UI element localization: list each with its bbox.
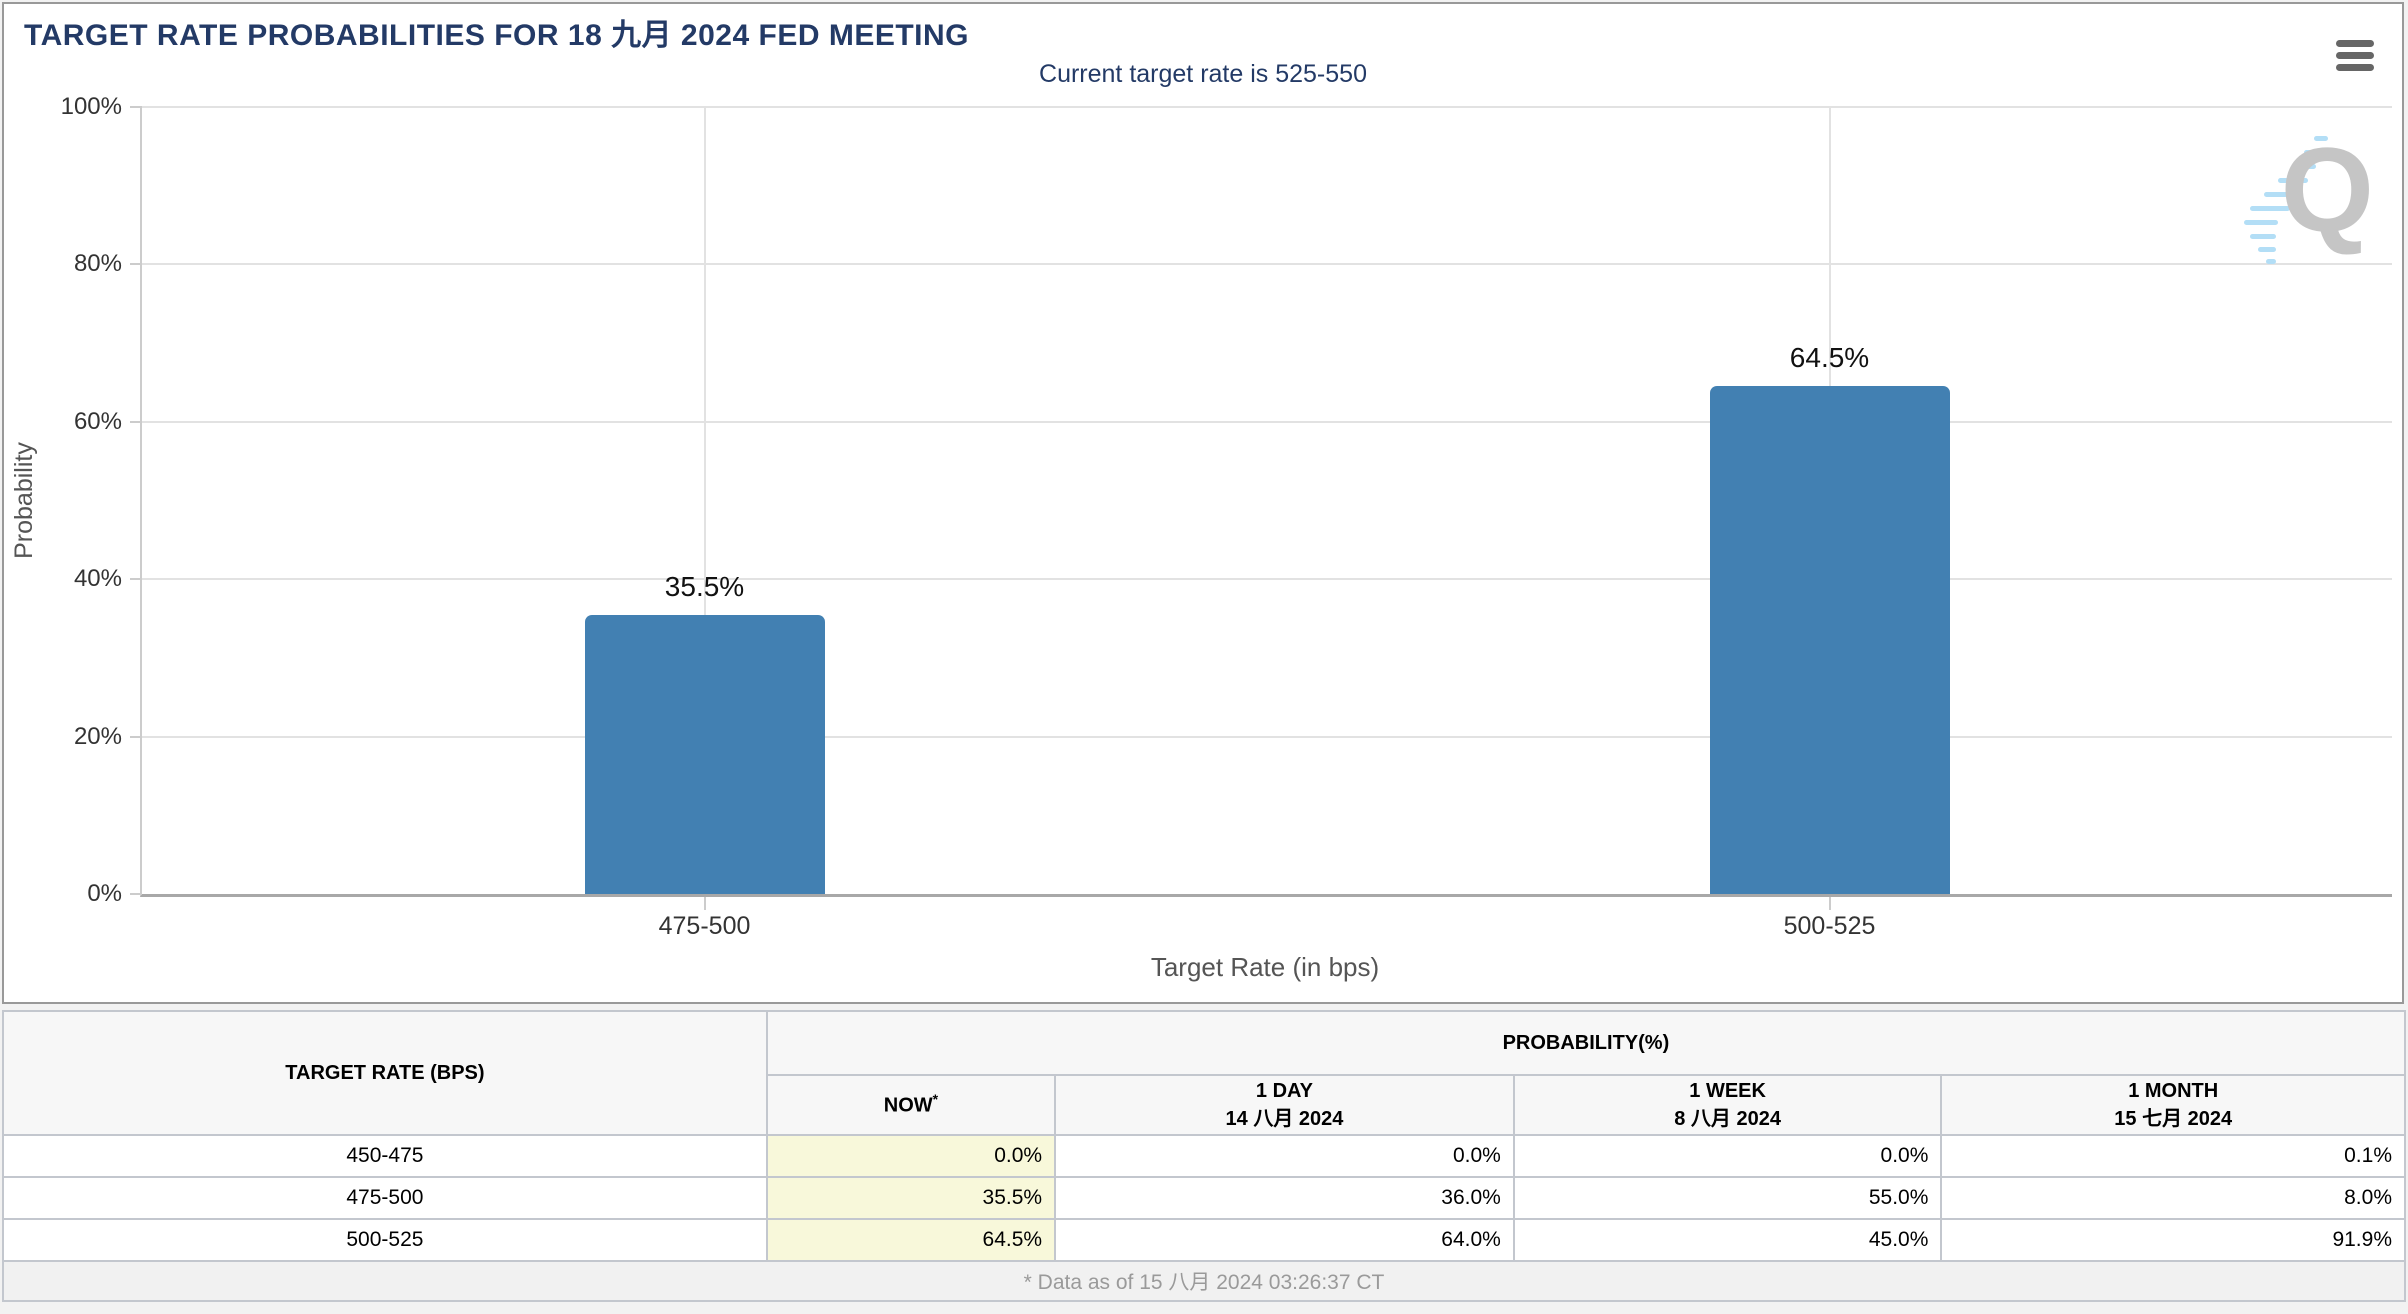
cell-rate: 500-525 [2,1218,768,1262]
chart-subtitle: Current target rate is 525-550 [1039,60,1367,88]
cell-1day: 64.0% [1054,1218,1515,1262]
probability-table: TARGET RATE (BPS) PROBABILITY(%) NOW* 1 … [2,1010,2407,1302]
y-tick-mark [130,735,142,738]
cell-1day: 0.0% [1054,1134,1515,1178]
col-header-target-rate: TARGET RATE (BPS) [2,1010,768,1136]
q-logo-letter: Q [2280,123,2374,257]
y-tick-mark [130,263,142,266]
x-tick-mark [703,897,706,910]
cell-1week: 45.0% [1512,1218,1943,1262]
col-header-1week-date: 8 八月 2024 [1674,1108,1781,1130]
y-tick-label: 40% [73,565,122,593]
gridline-vertical [703,107,706,894]
data-as-of-note: * Data as of 15 八月 2024 03:26:37 CT [2,1260,2406,1302]
x-tick-mark [1828,897,1831,910]
col-header-now: NOW* [765,1074,1057,1136]
probability-bar[interactable] [584,614,825,894]
col-header-1month-label: 1 MONTH [2128,1080,2219,1102]
col-header-1day-label: 1 DAY [1255,1080,1313,1102]
table-header-row: TARGET RATE (BPS) PROBABILITY(%) [2,1010,2407,1136]
table-footer-row: * Data as of 15 八月 2024 03:26:37 CT [2,1260,2406,1302]
cell-1week: 0.0% [1512,1134,1943,1178]
chart-panel: TARGET RATE PROBABILITIES FOR 18 九月 2024… [2,2,2404,1004]
col-header-1month-date: 15 七月 2024 [2114,1108,2233,1130]
col-header-1day-date: 14 八月 2024 [1225,1108,1344,1130]
y-tick-label: 100% [60,93,122,120]
page-title: TARGET RATE PROBABILITIES FOR 18 九月 2024… [24,19,969,52]
col-header-1month: 1 MONTH 15 七月 2024 [1940,1074,2406,1136]
col-header-now-label: NOW [883,1094,933,1117]
col-header-1day: 1 DAY 14 八月 2024 [1054,1074,1515,1136]
x-axis-title: Target Rate (in bps) [1150,952,1380,982]
x-tick-label: 500-525 [1783,912,1876,940]
y-tick-mark [130,420,142,423]
menu-bar [2336,64,2374,71]
menu-bar [2336,52,2374,59]
y-tick-label: 20% [73,722,122,750]
y-tick-label: 80% [73,250,122,278]
gridline-horizontal [142,420,2392,423]
cell-1month: 8.0% [1940,1176,2406,1220]
cell-now: 64.5% [765,1218,1057,1262]
menu-bar [2336,40,2374,47]
y-tick-label: 60% [73,407,122,435]
quikstrike-watermark: Q [2226,128,2376,268]
y-axis-title: Probability [10,442,38,559]
y-tick-mark [130,578,142,581]
y-tick-label: 0% [87,880,122,907]
gridline-horizontal [142,263,2392,266]
bar-value-label: 35.5% [664,570,745,602]
cell-now: 35.5% [765,1176,1057,1220]
table-subheader-row: NOW* 1 DAY 14 八月 2024 1 WEEK 8 八月 2024 1… [3,1074,2406,1136]
col-header-probability: PROBABILITY(%) [765,1010,2407,1076]
swoosh-dashes-icon [2244,136,2328,264]
x-tick-label: 475-500 [658,912,751,940]
cell-1month: 91.9% [1940,1218,2406,1262]
cell-1month: 0.1% [1940,1134,2406,1178]
gridline-horizontal [142,578,2392,581]
gridline-horizontal [142,735,2392,738]
hamburger-menu-icon[interactable] [2336,40,2376,72]
table-row: 450-475 0.0% 0.0% 0.0% 0.1% [2,1134,2406,1178]
cell-1day: 36.0% [1054,1176,1515,1220]
gridline-horizontal [142,106,2392,108]
cell-1week: 55.0% [1512,1176,1943,1220]
plot-area: 0% 20% 40% 60% 80% 100% 35.5% 475-500 64.5% 500-5… [61,93,2392,940]
bar-value-label: 64.5% [1789,342,1870,374]
probability-bar[interactable] [1709,386,1950,894]
y-tick-mark [130,106,142,108]
cell-rate: 475-500 [2,1176,768,1220]
cell-now: 0.0% [765,1134,1057,1178]
y-tick-mark [130,893,142,895]
cell-rate: 450-475 [2,1134,768,1178]
now-asterisk: * [932,1091,939,1108]
col-header-1week-label: 1 WEEK [1689,1080,1766,1102]
col-header-1week: 1 WEEK 8 八月 2024 [1512,1074,1943,1136]
table-row: 475-500 35.5% 36.0% 55.0% 8.0% [2,1176,2406,1220]
table-row: 500-525 64.5% 64.0% 45.0% 91.9% [2,1218,2406,1262]
